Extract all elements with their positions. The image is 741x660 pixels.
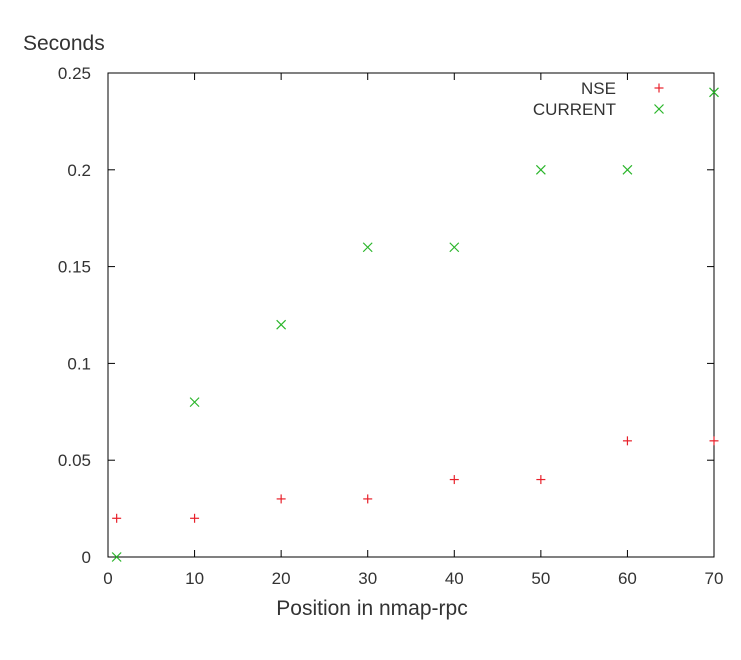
x-tick-label: 30 xyxy=(358,569,377,588)
legend: NSE CURRENT xyxy=(533,79,664,119)
y-tick-label: 0 xyxy=(82,548,91,567)
series-layer xyxy=(111,87,719,562)
data-point xyxy=(535,164,546,175)
data-point xyxy=(189,397,200,408)
legend-marker xyxy=(654,104,664,114)
data-point xyxy=(111,552,122,562)
y-tick-label: 0.15 xyxy=(58,258,91,277)
legend-label: CURRENT xyxy=(533,100,616,119)
x-tick-label: 50 xyxy=(531,569,550,588)
y-tick-label: 0.05 xyxy=(58,451,91,470)
x-tick-label: 70 xyxy=(705,569,724,588)
data-point xyxy=(362,242,373,253)
legend-label: NSE xyxy=(581,79,616,98)
y-axis: 0 0.05 0.1 0.15 0.2 0.25 xyxy=(58,64,714,567)
data-point xyxy=(449,475,459,485)
data-point xyxy=(709,436,719,446)
y-tick-label: 0.1 xyxy=(67,354,91,373)
data-point xyxy=(709,87,719,98)
x-tick-label: 0 xyxy=(103,569,112,588)
x-axis: 0 10 20 30 40 50 60 70 xyxy=(103,73,723,588)
x-tick-label: 40 xyxy=(445,569,464,588)
data-point xyxy=(449,242,460,253)
data-point xyxy=(622,436,632,446)
data-point xyxy=(363,494,373,504)
x-axis-label: Position in nmap-rpc xyxy=(276,597,467,620)
series-current xyxy=(111,87,719,562)
x-tick-label: 60 xyxy=(618,569,637,588)
data-point xyxy=(276,494,286,504)
x-tick-label: 10 xyxy=(185,569,204,588)
series-nse xyxy=(112,436,719,523)
data-point xyxy=(622,164,633,175)
y-tick-label: 0.2 xyxy=(67,161,91,180)
plot-border xyxy=(107,72,715,558)
x-tick-label: 20 xyxy=(272,569,291,588)
data-point xyxy=(112,513,122,523)
legend-marker xyxy=(654,83,664,93)
data-point xyxy=(190,513,200,523)
data-point xyxy=(536,475,546,485)
plot-frame xyxy=(107,72,715,558)
y-axis-label: Seconds xyxy=(23,32,105,55)
y-tick-label: 0.25 xyxy=(58,64,91,83)
data-point xyxy=(276,319,287,330)
